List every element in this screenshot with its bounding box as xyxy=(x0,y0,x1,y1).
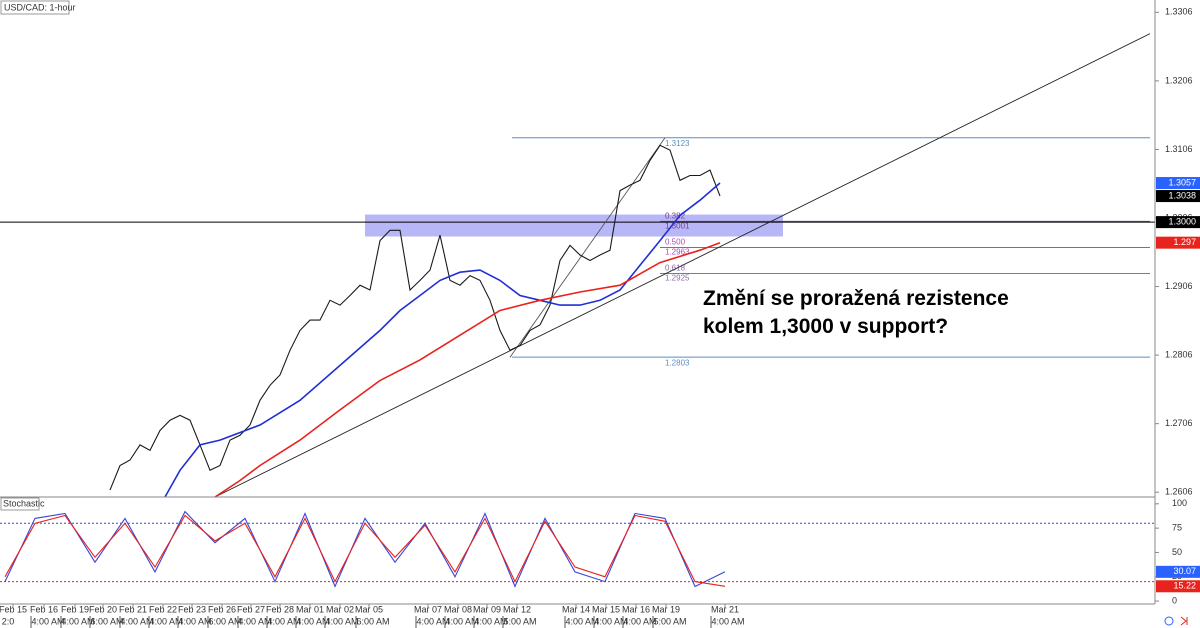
price-tag-bg xyxy=(1156,236,1200,249)
x-tick-label: Mar 12 xyxy=(503,604,531,614)
annotation: kolem 1,3000 v support? xyxy=(703,315,948,338)
moving-average xyxy=(214,241,721,498)
time-tick-label: 4:00 AM xyxy=(623,616,656,626)
y-tick-label: 1.3206 xyxy=(1165,75,1193,85)
fib-ratio: 0.618 xyxy=(665,264,686,273)
y-tick-label: 50 xyxy=(1172,547,1182,557)
stochastic-tag-bg xyxy=(1156,580,1200,593)
x-tick-label: Feb 20 xyxy=(89,604,117,614)
price-tag-bg xyxy=(1156,190,1200,203)
time-tick-label: 6:00 AM xyxy=(208,616,241,626)
price-tag: 1.3038 xyxy=(1168,190,1196,200)
stochastic-tag: 30.07 xyxy=(1173,566,1196,576)
y-tick-label: 1.3306 xyxy=(1165,7,1193,17)
annotation: Změní se proražená rezistence xyxy=(703,287,1009,310)
x-tick-label: Mar 08 xyxy=(444,604,472,614)
fib-ratio: 0.500 xyxy=(665,238,686,247)
time-tick-label: 4:00 AM xyxy=(149,616,182,626)
time-tick-label: 4:00 AM xyxy=(267,616,300,626)
x-tick-label: Feb 23 xyxy=(178,604,206,614)
x-tick-label: Feb 19 xyxy=(61,604,89,614)
time-tick-label: 4:00 AM xyxy=(474,616,507,626)
x-tick-label: Mar 16 xyxy=(622,604,650,614)
trendline xyxy=(214,33,1151,498)
fib-price: 1.2803 xyxy=(665,358,690,367)
fib-price: 1.3123 xyxy=(665,139,690,148)
x-tick-label: Mar 05 xyxy=(355,604,383,614)
fib-price: 1.2963 xyxy=(665,248,690,257)
time-tick-label: 4:00 AM xyxy=(325,616,358,626)
time-tick-label: 4:00 AM xyxy=(445,616,478,626)
x-tick-label: Mar 02 xyxy=(326,604,354,614)
y-tick-label: 1.2606 xyxy=(1165,487,1193,497)
price-tag: 1.3000 xyxy=(1168,216,1196,226)
time-tick-label: 4:00 AM xyxy=(31,616,64,626)
price-tag: 1.297 xyxy=(1173,237,1196,247)
x-tick-label: Mar 14 xyxy=(562,604,590,614)
time-tick-label: 2:0 xyxy=(2,616,15,626)
time-tick-label: 4:00 AM xyxy=(61,616,94,626)
y-tick-label: 100 xyxy=(1172,498,1187,508)
x-tick-label: Feb 27 xyxy=(237,604,265,614)
settings-icons[interactable] xyxy=(1164,616,1188,626)
y-tick-label: 75 xyxy=(1172,523,1182,533)
resistance-zone xyxy=(365,214,783,237)
x-tick-label: Feb 26 xyxy=(208,604,236,614)
fib-price: 1.2925 xyxy=(665,274,690,283)
time-tick-label: 4:00 AM xyxy=(178,616,211,626)
x-tick-label: Feb 15 xyxy=(0,604,27,614)
time-tick-label: 4:00 AM xyxy=(120,616,153,626)
time-tick-label: 4:00 AM xyxy=(711,616,744,626)
y-tick-label: 1.2906 xyxy=(1165,281,1193,291)
x-tick-label: Feb 16 xyxy=(30,604,58,614)
price-tag: 1.3057 xyxy=(1168,177,1196,187)
x-tick-label: Mar 15 xyxy=(592,604,620,614)
stochastic-tag-bg xyxy=(1156,565,1200,578)
time-tick-label: 4:00 AM xyxy=(416,616,449,626)
time-tick-label: 5:00 AM xyxy=(653,616,686,626)
fib-ratio: 0.382 xyxy=(665,212,686,221)
y-tick-label: 1.3106 xyxy=(1165,144,1193,154)
x-tick-label: Mar 07 xyxy=(414,604,442,614)
x-tick-label: Mar 19 xyxy=(652,604,680,614)
stochastic-tag: 15.22 xyxy=(1173,581,1196,591)
x-tick-label: Feb 22 xyxy=(149,604,177,614)
trendline xyxy=(509,137,666,358)
time-tick-label: 4:00 AM xyxy=(296,616,329,626)
time-tick-label: 4:00 AM xyxy=(238,616,271,626)
chart-title: USD/CAD: 1-hour xyxy=(4,2,76,12)
icon[interactable] xyxy=(1164,616,1174,626)
moving-average xyxy=(164,182,721,498)
time-tick-label: 6:00 AM xyxy=(90,616,123,626)
x-tick-label: Feb 28 xyxy=(266,604,294,614)
price-tag-bg xyxy=(1156,177,1200,190)
time-tick-label: 4:00 AM xyxy=(594,616,627,626)
title-box xyxy=(0,0,70,15)
price-tag-bg xyxy=(1156,216,1200,229)
x-tick-label: Feb 21 xyxy=(119,604,147,614)
stochastic-line xyxy=(4,510,726,588)
time-tick-label: 4:00 AM xyxy=(565,616,598,626)
y-tick-label: 1.2806 xyxy=(1165,349,1193,359)
x-tick-label: Mar 21 xyxy=(711,604,739,614)
stochastic-title-box xyxy=(0,497,40,511)
fib-price: 1.3001 xyxy=(665,222,690,231)
time-tick-label: 5:00 AM xyxy=(503,616,536,626)
price-line xyxy=(109,144,721,491)
x-tick-label: Mar 01 xyxy=(296,604,324,614)
y-tick-label: 1.2706 xyxy=(1165,418,1193,428)
stochastic-line xyxy=(4,514,726,587)
icon[interactable] xyxy=(1180,616,1188,626)
x-tick-label: Mar 09 xyxy=(473,604,501,614)
time-tick-label: 6:00 AM xyxy=(356,616,389,626)
y-tick-label: 0 xyxy=(1172,595,1177,605)
stochastic-title: Stochastic xyxy=(3,498,45,508)
